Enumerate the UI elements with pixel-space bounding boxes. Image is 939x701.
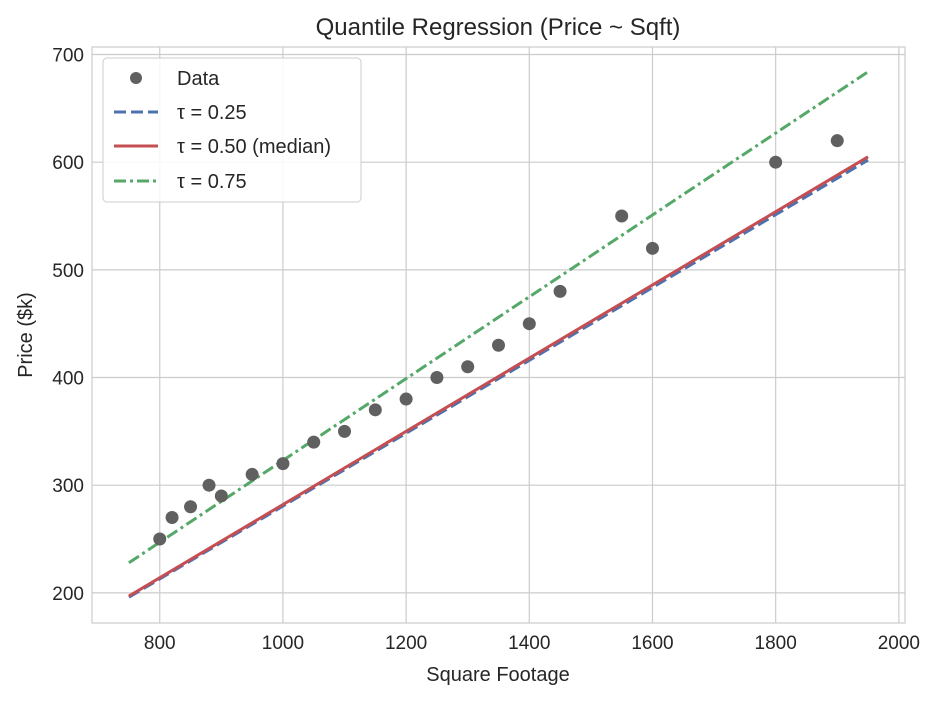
data-point	[645, 241, 659, 255]
data-point	[830, 134, 844, 148]
legend-label-data: Data	[177, 68, 220, 90]
chart-title: Quantile Regression (Price ~ Sqft)	[316, 14, 681, 41]
y-axis-label: Price ($k)	[15, 292, 37, 378]
data-point	[769, 155, 783, 169]
data-point	[368, 403, 382, 417]
regression-line-1	[128, 155, 869, 598]
x-tick-label: 1400	[508, 633, 550, 654]
data-point	[492, 338, 505, 352]
data-point	[153, 532, 167, 546]
data-point	[338, 424, 352, 438]
data-point	[307, 435, 321, 449]
legend-box	[102, 57, 362, 203]
legend-label-q50: τ = 0.50 (median)	[177, 136, 331, 158]
data-point	[615, 209, 629, 223]
x-axis-label: Square Footage	[426, 664, 569, 686]
y-tick-label: 300	[52, 476, 84, 497]
data-point	[522, 317, 536, 331]
x-tick-label: 1600	[631, 633, 673, 654]
x-tick-label: 1000	[262, 633, 304, 654]
y-tick-label: 600	[52, 153, 84, 174]
x-tick-label: 2000	[878, 633, 920, 654]
legend-label-q25: τ = 0.25	[177, 102, 247, 124]
y-tick-label: 700	[52, 46, 84, 67]
y-tick-label: 200	[52, 584, 84, 605]
x-tick-label: 1800	[755, 633, 797, 654]
data-point	[184, 500, 198, 514]
data-point	[399, 392, 413, 406]
data-point	[165, 510, 179, 524]
data-point	[430, 371, 444, 385]
x-tick-label: 800	[144, 633, 176, 654]
data-point	[245, 467, 259, 481]
y-tick-label: 500	[52, 261, 84, 282]
data-point	[553, 284, 567, 298]
legend-label-q75: τ = 0.75	[177, 171, 247, 193]
data-point	[202, 478, 216, 492]
data-point	[214, 489, 228, 503]
data-point	[461, 360, 475, 374]
legend-marker-data	[130, 72, 142, 84]
x-tick-label: 1200	[385, 633, 427, 654]
data-point	[276, 457, 290, 471]
y-tick-label: 400	[52, 369, 84, 390]
legend: Data τ = 0.25 τ = 0.50 (median) τ = 0.75	[102, 57, 362, 203]
